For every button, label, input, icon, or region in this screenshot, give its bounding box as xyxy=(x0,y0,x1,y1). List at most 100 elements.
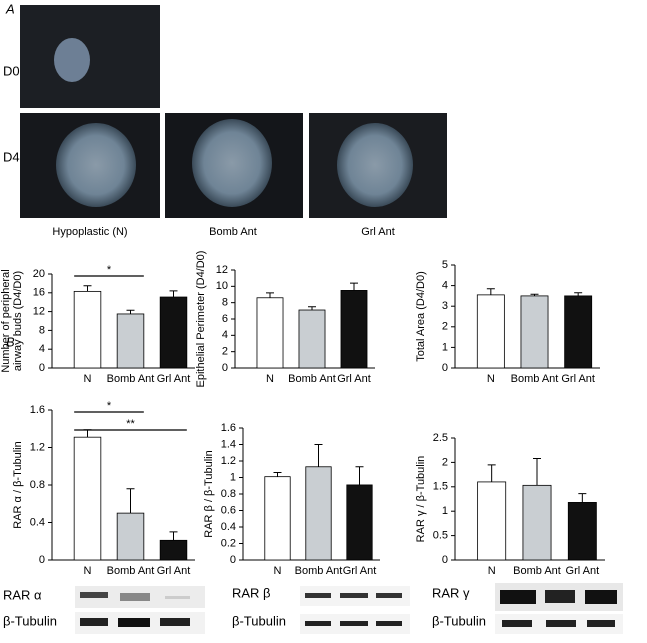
bar xyxy=(476,294,505,369)
x-tick-label: Grl Ant xyxy=(337,373,371,385)
x-tick-label: Bomb Ant xyxy=(288,373,336,385)
error-bar xyxy=(574,292,583,296)
y-tick-label: 0 xyxy=(222,362,228,374)
y-tick-label: 12 xyxy=(33,306,45,318)
y-tick-label: 2.5 xyxy=(433,432,448,444)
blots xyxy=(75,583,623,634)
x-tick-label: N xyxy=(488,565,496,577)
error-bar xyxy=(578,493,587,503)
error-bar xyxy=(83,429,92,438)
x-tick-label: N xyxy=(487,373,495,385)
blot-label: β-Tubulin xyxy=(3,613,57,628)
y-tick-label: 0 xyxy=(442,362,448,374)
bar xyxy=(264,476,291,561)
y-tick-label: 3 xyxy=(442,300,448,312)
y-tick-label: 4 xyxy=(222,329,228,341)
error-bar xyxy=(273,472,282,477)
y-axis-label: RAR β / β-Tubulin xyxy=(203,450,215,537)
y-tick-label: 10 xyxy=(216,280,228,292)
bar xyxy=(116,313,145,369)
y-tick-label: 0.6 xyxy=(221,504,236,516)
y-axis-label: airway buds (D4/D0) xyxy=(12,271,24,371)
y-tick-label: 0 xyxy=(39,362,45,374)
panel-label: B xyxy=(6,334,15,349)
significance-mark: ** xyxy=(126,418,135,430)
y-axis-label: Epithelial Perimeter (D4/D0) xyxy=(195,251,207,388)
x-tick-label: N xyxy=(84,565,92,577)
day-label: D0 xyxy=(3,63,20,78)
y-tick-label: 2 xyxy=(442,321,448,333)
blot-label: RAR γ xyxy=(432,585,470,600)
error-bar xyxy=(308,306,316,311)
x-tick-label: Grl Ant xyxy=(566,565,600,577)
x-tick-label: Grl Ant xyxy=(157,373,191,385)
error-bar xyxy=(169,531,178,541)
y-tick-label: 1 xyxy=(442,505,448,517)
y-tick-label: 4 xyxy=(39,343,45,355)
y-tick-label: 1.2 xyxy=(221,455,236,467)
x-tick-label: Bomb Ant xyxy=(107,373,155,385)
error-bar xyxy=(486,288,495,295)
bar xyxy=(256,297,284,369)
bar xyxy=(477,481,507,561)
y-tick-label: 20 xyxy=(33,268,45,280)
error-bar xyxy=(266,292,274,298)
y-tick-label: 0.4 xyxy=(221,521,236,533)
x-tick-label: Bomb Ant xyxy=(511,373,559,385)
x-tick-label: N xyxy=(266,373,274,385)
y-tick-label: 5 xyxy=(442,259,448,271)
x-tick-label: N xyxy=(274,565,282,577)
y-tick-label: 1.6 xyxy=(30,404,45,416)
y-tick-label: 0.8 xyxy=(221,488,236,500)
x-tick-label: Bomb Ant xyxy=(295,565,343,577)
bar xyxy=(564,295,593,369)
y-tick-label: 12 xyxy=(216,264,228,276)
significance-mark: * xyxy=(107,264,112,276)
y-tick-label: 6 xyxy=(222,313,228,325)
x-tick-label: N xyxy=(84,373,92,385)
bar xyxy=(116,512,145,561)
y-tick-label: 0.5 xyxy=(433,530,448,542)
error-bar xyxy=(169,290,178,298)
y-axis-label: Number of peripheral xyxy=(0,269,12,372)
error-bar xyxy=(126,488,135,514)
error-bar xyxy=(533,457,541,486)
y-tick-label: 0 xyxy=(442,554,448,566)
bar xyxy=(522,484,552,561)
x-tick-label: Bomb Ant xyxy=(513,565,561,577)
error-bar xyxy=(126,309,135,314)
bar xyxy=(340,290,368,369)
bar xyxy=(159,539,188,561)
x-tick-label: Grl Ant xyxy=(561,373,595,385)
y-tick-label: 8 xyxy=(222,297,228,309)
bar xyxy=(159,296,188,369)
y-tick-label: 2 xyxy=(222,346,228,358)
y-tick-label: 1.4 xyxy=(221,438,236,450)
blot-label: RAR β xyxy=(232,585,271,600)
y-axis-label: Total Area (D4/D0) xyxy=(415,271,427,361)
blot-label: β-Tubulin xyxy=(232,613,286,628)
bar xyxy=(73,436,102,561)
day-label: D4 xyxy=(3,149,20,164)
bar xyxy=(305,466,332,561)
y-axis-label: RAR γ / β-Tubulin xyxy=(415,456,427,543)
blot-label: RAR α xyxy=(3,587,42,602)
y-tick-label: 0.2 xyxy=(221,537,236,549)
y-tick-label: 1.6 xyxy=(221,422,236,434)
image-caption: Hypoplastic (N) xyxy=(52,226,127,238)
y-tick-label: 1.2 xyxy=(30,441,45,453)
bar xyxy=(520,295,549,369)
y-tick-label: 16 xyxy=(33,287,45,299)
y-tick-label: 4 xyxy=(442,280,448,292)
y-tick-label: 0.4 xyxy=(30,516,45,528)
y-axis-label: RAR α / β-Tubulin xyxy=(12,441,24,528)
error-bar xyxy=(350,282,358,291)
y-tick-label: 0 xyxy=(230,554,236,566)
panel-label: A xyxy=(5,1,15,16)
y-tick-label: 0.8 xyxy=(30,479,45,491)
x-tick-label: Grl Ant xyxy=(157,565,191,577)
bar xyxy=(567,502,597,561)
bar xyxy=(298,309,326,369)
blot-label: β-Tubulin xyxy=(432,613,486,628)
